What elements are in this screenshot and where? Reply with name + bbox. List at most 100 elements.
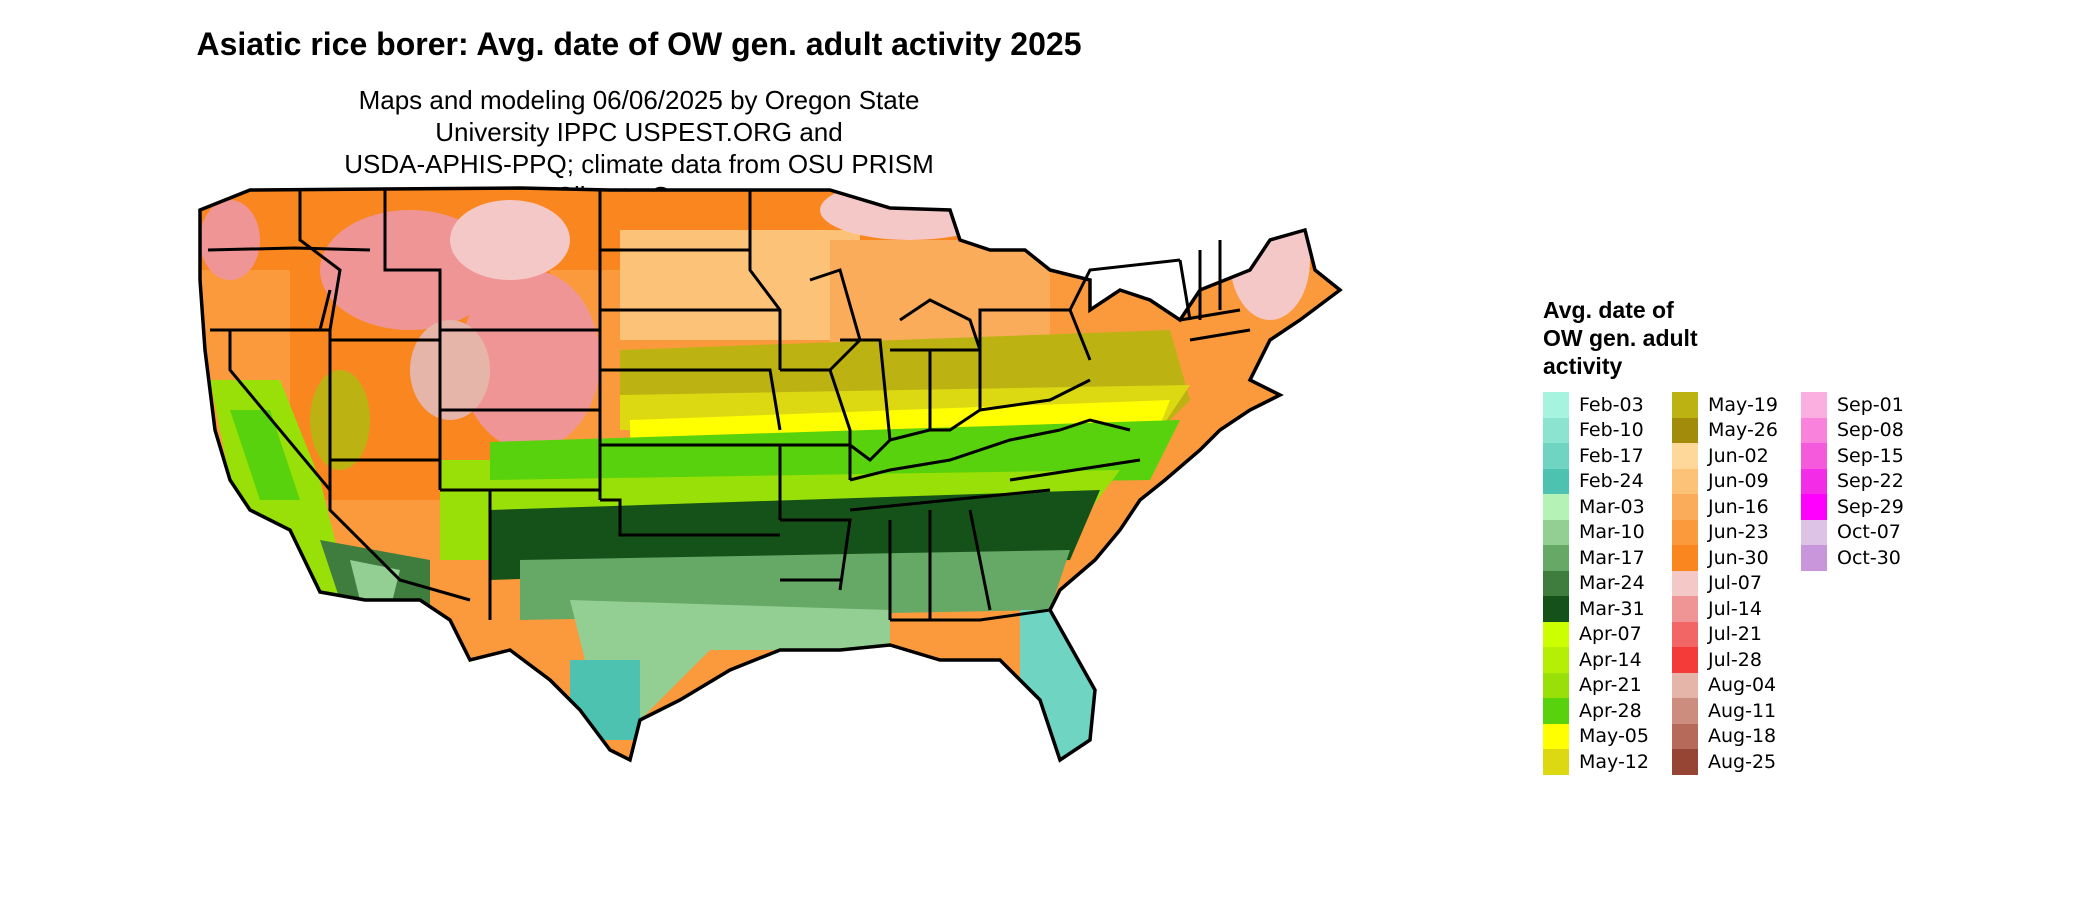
legend-label: Apr-28 [1579, 699, 1642, 722]
legend-item: Feb-17 [1543, 443, 1672, 469]
legend-label: Jul-21 [1708, 623, 1762, 646]
legend-label: Jul-14 [1708, 597, 1762, 620]
legend-swatch [1543, 672, 1569, 698]
legend-item: Jul-28 [1672, 647, 1801, 673]
legend-swatch [1801, 468, 1827, 494]
legend-item: Jul-21 [1672, 621, 1801, 647]
legend-item: Sep-15 [1801, 443, 1930, 469]
legend-item: Apr-14 [1543, 647, 1672, 673]
legend-column-2: May-19 May-26 Jun-02 Jun-09 Jun-16 Jun-23 Jun-… [1672, 392, 1801, 775]
legend-item: May-05 [1543, 723, 1672, 749]
map-legend: Avg. date of OW gen. adult activity Feb-… [1543, 296, 1930, 775]
legend-item: Sep-22 [1801, 468, 1930, 494]
legend-label: Sep-29 [1837, 495, 1904, 518]
legend-swatch [1672, 621, 1698, 647]
legend-column-1: Feb-03 Feb-10 Feb-17 Feb-24 Mar-03 Mar-10 Mar-… [1543, 392, 1672, 775]
legend-label: Feb-17 [1579, 444, 1644, 467]
legend-label: Aug-11 [1708, 699, 1777, 722]
legend-item: Sep-29 [1801, 494, 1930, 520]
legend-item: Mar-10 [1543, 519, 1672, 545]
legend-title-line-1: Avg. date of [1543, 297, 1674, 323]
legend-item: Mar-31 [1543, 596, 1672, 622]
legend-swatch [1672, 749, 1698, 775]
legend-label: Sep-15 [1837, 444, 1904, 467]
legend-swatch [1672, 596, 1698, 622]
map-subtitle: Maps and modeling 06/06/2025 by Oregon S… [300, 84, 978, 212]
legend-columns: Feb-03 Feb-10 Feb-17 Feb-24 Mar-03 Mar-10 Mar-… [1543, 392, 1930, 775]
legend-item: Jul-14 [1672, 596, 1801, 622]
legend-item: Aug-11 [1672, 698, 1801, 724]
legend-item: Feb-24 [1543, 468, 1672, 494]
legend-label: Sep-01 [1837, 393, 1904, 416]
legend-title-line-3: activity [1543, 353, 1623, 379]
legend-swatch [1543, 749, 1569, 775]
legend-swatch [1672, 698, 1698, 724]
legend-item: Mar-24 [1543, 570, 1672, 596]
legend-item: Aug-18 [1672, 723, 1801, 749]
legend-swatch [1801, 519, 1827, 545]
legend-label: Jun-02 [1708, 444, 1769, 467]
legend-title: Avg. date of OW gen. adult activity [1543, 296, 1763, 380]
legend-label: Jun-30 [1708, 546, 1769, 569]
legend-item: Jul-07 [1672, 570, 1801, 596]
legend-item: Jun-09 [1672, 468, 1801, 494]
legend-swatch [1543, 621, 1569, 647]
legend-item: Jun-23 [1672, 519, 1801, 545]
legend-item: Oct-07 [1801, 519, 1930, 545]
legend-label: Mar-24 [1579, 572, 1645, 595]
legend-label: Jun-23 [1708, 521, 1769, 544]
legend-swatch [1543, 596, 1569, 622]
legend-label: May-19 [1708, 393, 1778, 416]
legend-label: Feb-03 [1579, 393, 1644, 416]
legend-swatch [1543, 519, 1569, 545]
subtitle-line-1: Maps and modeling 06/06/2025 by Oregon S… [358, 85, 920, 147]
legend-label: Mar-03 [1579, 495, 1645, 518]
legend-item: Apr-21 [1543, 672, 1672, 698]
legend-label: Apr-21 [1579, 674, 1642, 697]
legend-swatch [1672, 672, 1698, 698]
legend-item: Sep-08 [1801, 417, 1930, 443]
legend-item: May-19 [1672, 392, 1801, 418]
legend-swatch [1543, 545, 1569, 571]
legend-swatch [1543, 698, 1569, 724]
legend-swatch [1543, 494, 1569, 520]
legend-swatch [1801, 392, 1827, 418]
legend-label: May-05 [1579, 725, 1649, 748]
legend-label: Sep-08 [1837, 419, 1904, 442]
legend-item: Jun-02 [1672, 443, 1801, 469]
legend-swatch [1672, 519, 1698, 545]
legend-swatch [1672, 647, 1698, 673]
legend-label: Jul-28 [1708, 648, 1762, 671]
legend-label: Oct-30 [1837, 546, 1901, 569]
legend-swatch [1543, 723, 1569, 749]
legend-swatch [1543, 417, 1569, 443]
legend-swatch [1801, 494, 1827, 520]
legend-title-line-2: OW gen. adult [1543, 325, 1698, 351]
legend-label: Mar-31 [1579, 597, 1645, 620]
legend-swatch [1672, 443, 1698, 469]
map-title: Asiatic rice borer: Avg. date of OW gen.… [196, 26, 1082, 62]
legend-label: Aug-04 [1708, 674, 1777, 697]
legend-label: Feb-24 [1579, 470, 1644, 493]
legend-swatch [1672, 417, 1698, 443]
legend-swatch [1543, 647, 1569, 673]
legend-label: Aug-25 [1708, 750, 1777, 773]
legend-label: Sep-22 [1837, 470, 1904, 493]
legend-label: Jun-09 [1708, 470, 1769, 493]
legend-item: May-26 [1672, 417, 1801, 443]
legend-column-3: Sep-01 Sep-08 Sep-15 Sep-22 Sep-29 Oct-07 Oct-… [1801, 392, 1930, 775]
legend-label: Oct-07 [1837, 521, 1901, 544]
legend-swatch [1543, 468, 1569, 494]
legend-label: Mar-10 [1579, 521, 1645, 544]
legend-swatch [1672, 723, 1698, 749]
legend-swatch [1801, 417, 1827, 443]
legend-item: Aug-04 [1672, 672, 1801, 698]
legend-item: Jun-30 [1672, 545, 1801, 571]
legend-item: Apr-07 [1543, 621, 1672, 647]
legend-label: Aug-18 [1708, 725, 1777, 748]
legend-swatch [1672, 570, 1698, 596]
legend-swatch [1672, 468, 1698, 494]
legend-item: Sep-01 [1801, 392, 1930, 418]
legend-label: Apr-07 [1579, 623, 1642, 646]
legend-label: May-26 [1708, 419, 1778, 442]
